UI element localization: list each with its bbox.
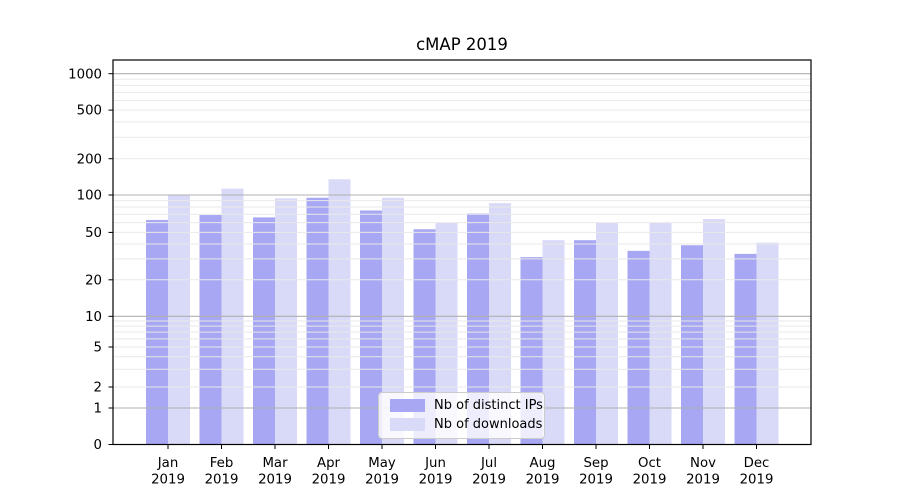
legend: Nb of distinct IPs Nb of downloads (378, 392, 545, 439)
x-tick-label-year-aug: 2019 (526, 473, 560, 488)
legend-swatch-downloads (390, 418, 425, 431)
bar-downloads-jan (168, 194, 190, 445)
legend-item-distinct-ips: Nb of distinct IPs (390, 398, 543, 413)
x-tick-label-month-jan: Jan (157, 456, 179, 471)
x-tick-label-month-oct: Oct (638, 456, 661, 471)
x-tick-label-month-feb: Feb (210, 456, 234, 471)
bar-downloads-jul (489, 203, 511, 445)
x-tick-label-month-apr: Apr (317, 456, 341, 471)
legend-item-downloads: Nb of downloads (390, 417, 542, 432)
x-tick-label-year-mar: 2019 (258, 473, 292, 488)
legend-label-distinct-ips: Nb of distinct IPs (434, 398, 543, 413)
bar-ips-mar (253, 217, 275, 445)
bar-downloads-oct (649, 222, 672, 445)
bar-downloads-sep (596, 222, 618, 445)
x-tick-label-year-jun: 2019 (419, 473, 453, 488)
plot-border (112, 59, 812, 446)
legend-swatch-distinct-ips (390, 399, 425, 412)
x-tick-label-month-sep: Sep (583, 456, 608, 471)
y-tick-label-0: 0 (94, 438, 102, 453)
bar-ips-oct (627, 250, 650, 445)
bar-ips-nov (681, 245, 703, 445)
bar-downloads-jun (435, 222, 458, 445)
x-tick-label-month-dec: Dec (744, 456, 770, 471)
x-tick-label-year-feb: 2019 (205, 473, 239, 488)
x-tick-label-month-may: May (368, 456, 396, 471)
legend-label-downloads: Nb of downloads (434, 417, 543, 432)
x-tick-label-month-mar: Mar (262, 456, 288, 471)
x-tick-label-year-jul: 2019 (472, 473, 506, 488)
y-tick-label-10: 10 (85, 310, 102, 325)
bar-downloads-apr (328, 179, 351, 445)
x-tick-label-year-oct: 2019 (633, 473, 667, 488)
y-tick-label-200: 200 (77, 152, 102, 167)
x-tick-label-year-jan: 2019 (151, 473, 185, 488)
y-tick-label-5: 5 (94, 341, 102, 356)
bar-ips-jun (413, 229, 436, 445)
bar-ips-sep (574, 240, 596, 445)
chart-title: cMAP 2019 (416, 35, 508, 54)
y-tick-label-20: 20 (85, 273, 102, 288)
y-tick-label-100: 100 (77, 189, 102, 204)
y-tick-label-1000: 1000 (68, 67, 102, 82)
x-tick-label-year-dec: 2019 (740, 473, 774, 488)
x-tick-label-year-apr: 2019 (312, 473, 346, 488)
bar-ips-feb (199, 215, 222, 445)
x-tick-label-month-nov: Nov (690, 456, 716, 471)
x-tick-label-year-nov: 2019 (686, 473, 720, 488)
x-tick-label-month-jun: Jun (424, 456, 446, 471)
x-tick-label-year-may: 2019 (365, 473, 399, 488)
bar-ips-may (360, 210, 382, 445)
y-tick-label-500: 500 (77, 104, 102, 119)
bar-downloads-dec (756, 242, 779, 445)
x-tick-label-month-aug: Aug (530, 456, 556, 471)
y-tick-label-2: 2 (94, 381, 102, 396)
y-tick-label-50: 50 (85, 226, 102, 241)
bar-ips-dec (734, 253, 757, 445)
x-tick-label-year-sep: 2019 (579, 473, 613, 488)
bar-downloads-aug (542, 240, 565, 445)
y-tick-label-1: 1 (94, 402, 102, 417)
x-tick-label-month-jul: Jul (480, 456, 497, 471)
